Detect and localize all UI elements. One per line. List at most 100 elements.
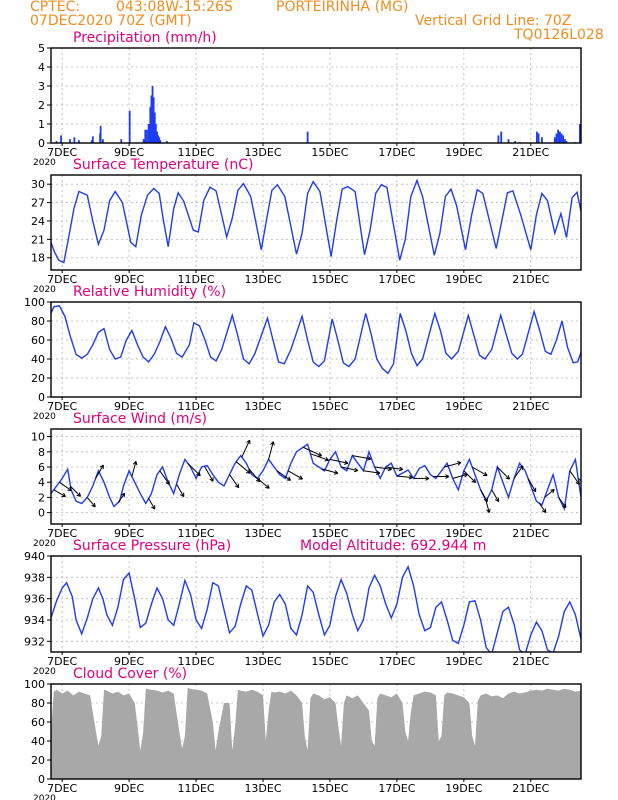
wind-arrow bbox=[452, 472, 468, 479]
x-tick-label: 11DEC bbox=[177, 146, 214, 159]
x-tick-label: 21DEC bbox=[512, 273, 549, 286]
panel-title: Relative Humidity (%) bbox=[73, 284, 226, 300]
wind-arrow bbox=[148, 498, 156, 510]
y-tick-label: 2 bbox=[38, 491, 45, 504]
y-tick-label: 0 bbox=[38, 773, 45, 786]
wind-arrow bbox=[176, 483, 185, 498]
x-tick-label: 17DEC bbox=[378, 273, 415, 286]
y-tick-label: 8 bbox=[38, 446, 45, 459]
panel-frame bbox=[50, 174, 582, 271]
x-tick-label: 15DEC bbox=[311, 527, 348, 540]
wind-arrow bbox=[117, 492, 126, 504]
wind-arrow bbox=[444, 461, 462, 468]
header-source: CPTEC: bbox=[30, 0, 81, 15]
wind-arrow bbox=[527, 478, 537, 493]
series-line-temp bbox=[51, 178, 581, 264]
panel-precip: 0 1 2 3 4 5 7DEC 9DEC 11DEC 13DEC 15DEC 17DEC 19DEC 2… bbox=[33, 30, 582, 168]
panel-temp: 18 21 24 27 30 7DEC 9DEC 11DEC 13DEC 15DEC 17DEC 19… bbox=[31, 157, 582, 295]
x-tick-label: 9DEC bbox=[114, 273, 144, 286]
precip-bar bbox=[500, 131, 503, 143]
wind-arrow bbox=[321, 468, 339, 475]
wind-arrow bbox=[480, 489, 488, 503]
y-tick-label: 4 bbox=[38, 476, 45, 489]
x-tick-label: 9DEC bbox=[114, 782, 144, 795]
wind-arrow bbox=[276, 470, 291, 481]
wind-arrow bbox=[471, 466, 488, 477]
panel-pressure: 932 934 936 938 940 7DEC 9DEC 11DEC 13DEC 15DEC 17… bbox=[24, 538, 582, 677]
precip-bar bbox=[562, 135, 565, 143]
cloud-cover-area bbox=[51, 687, 581, 779]
x-tick-label: 19DEC bbox=[445, 273, 482, 286]
wind-arrow bbox=[569, 470, 580, 485]
wind-arrow bbox=[558, 497, 567, 509]
precip-bar bbox=[553, 137, 556, 143]
panel-frame bbox=[50, 555, 582, 653]
x-tick-label: 17DEC bbox=[378, 782, 415, 795]
y-tick-label: 80 bbox=[31, 697, 45, 710]
wind-arrow bbox=[363, 470, 381, 475]
x-tick-label: 21DEC bbox=[512, 146, 549, 159]
panel-subtitle: Model Altitude: 692.944 m bbox=[300, 538, 486, 554]
x-tick-label: 19DEC bbox=[445, 400, 482, 413]
wind-arrow bbox=[491, 489, 500, 503]
panel-title: Precipitation (mm/h) bbox=[73, 30, 217, 46]
precip-bar bbox=[514, 141, 517, 143]
x-tick-label: 13DEC bbox=[244, 273, 281, 286]
precip-bar bbox=[166, 141, 168, 143]
wind-arrow bbox=[341, 466, 359, 473]
wind-arrow bbox=[329, 458, 349, 465]
y-tick-label: 940 bbox=[24, 550, 45, 563]
precip-bar bbox=[77, 140, 80, 143]
y-tick-label: 938 bbox=[24, 571, 45, 584]
y-tick-label: 936 bbox=[24, 593, 45, 606]
y-tick-label: 20 bbox=[31, 754, 45, 767]
wind-arrow bbox=[131, 460, 138, 477]
x-tick-label: 7DEC bbox=[47, 273, 77, 286]
precip-bar bbox=[555, 133, 558, 143]
x-tick-label: 11DEC bbox=[177, 273, 214, 286]
wind-arrow bbox=[248, 468, 261, 483]
precip-bar bbox=[150, 95, 153, 143]
y-tick-label: 60 bbox=[31, 716, 45, 729]
plot-area-cloud bbox=[51, 687, 581, 779]
precip-bar bbox=[541, 137, 543, 143]
wind-arrow bbox=[86, 497, 96, 508]
x-tick-label: 9DEC bbox=[114, 655, 144, 668]
y-tick-label: 40 bbox=[31, 353, 45, 366]
y-tick-label: 0 bbox=[38, 507, 45, 520]
wind-arrow bbox=[95, 464, 104, 479]
x-tick-label: 19DEC bbox=[445, 782, 482, 795]
series-line-wind bbox=[51, 443, 581, 512]
x-tick-label: 15DEC bbox=[311, 655, 348, 668]
precip-bar bbox=[158, 137, 161, 143]
precip-bar bbox=[563, 139, 566, 143]
x-tick-label: 7DEC bbox=[47, 655, 77, 668]
wind-arrow bbox=[268, 441, 275, 460]
x-tick-label: 11DEC bbox=[177, 782, 214, 795]
plot-area-wind bbox=[51, 439, 581, 513]
precip-bar bbox=[565, 141, 568, 143]
x-tick-label: 21DEC bbox=[512, 782, 549, 795]
wind-arrow bbox=[385, 466, 404, 472]
year-label: 2020 bbox=[33, 285, 56, 295]
y-tick-label: 24 bbox=[31, 215, 45, 228]
precip-bar bbox=[149, 106, 152, 143]
precip-bar bbox=[558, 131, 561, 143]
wind-arrow bbox=[241, 439, 251, 458]
x-tick-label: 21DEC bbox=[512, 527, 549, 540]
x-tick-label: 9DEC bbox=[114, 400, 144, 413]
precip-bar bbox=[157, 135, 160, 143]
x-tick-label: 17DEC bbox=[378, 655, 415, 668]
wind-arrow bbox=[396, 474, 413, 480]
precip-bar bbox=[128, 110, 131, 143]
x-tick-label: 11DEC bbox=[177, 527, 214, 540]
precip-bar bbox=[90, 140, 93, 143]
wind-arrow bbox=[235, 461, 251, 474]
plot-area-pressure bbox=[51, 564, 581, 652]
y-tick-label: 20 bbox=[31, 372, 45, 385]
year-label: 2020 bbox=[33, 539, 56, 549]
wind-arrow bbox=[544, 488, 555, 498]
wind-arrow bbox=[59, 481, 72, 492]
wind-arrow bbox=[485, 501, 491, 513]
wind-arrow bbox=[70, 486, 82, 497]
